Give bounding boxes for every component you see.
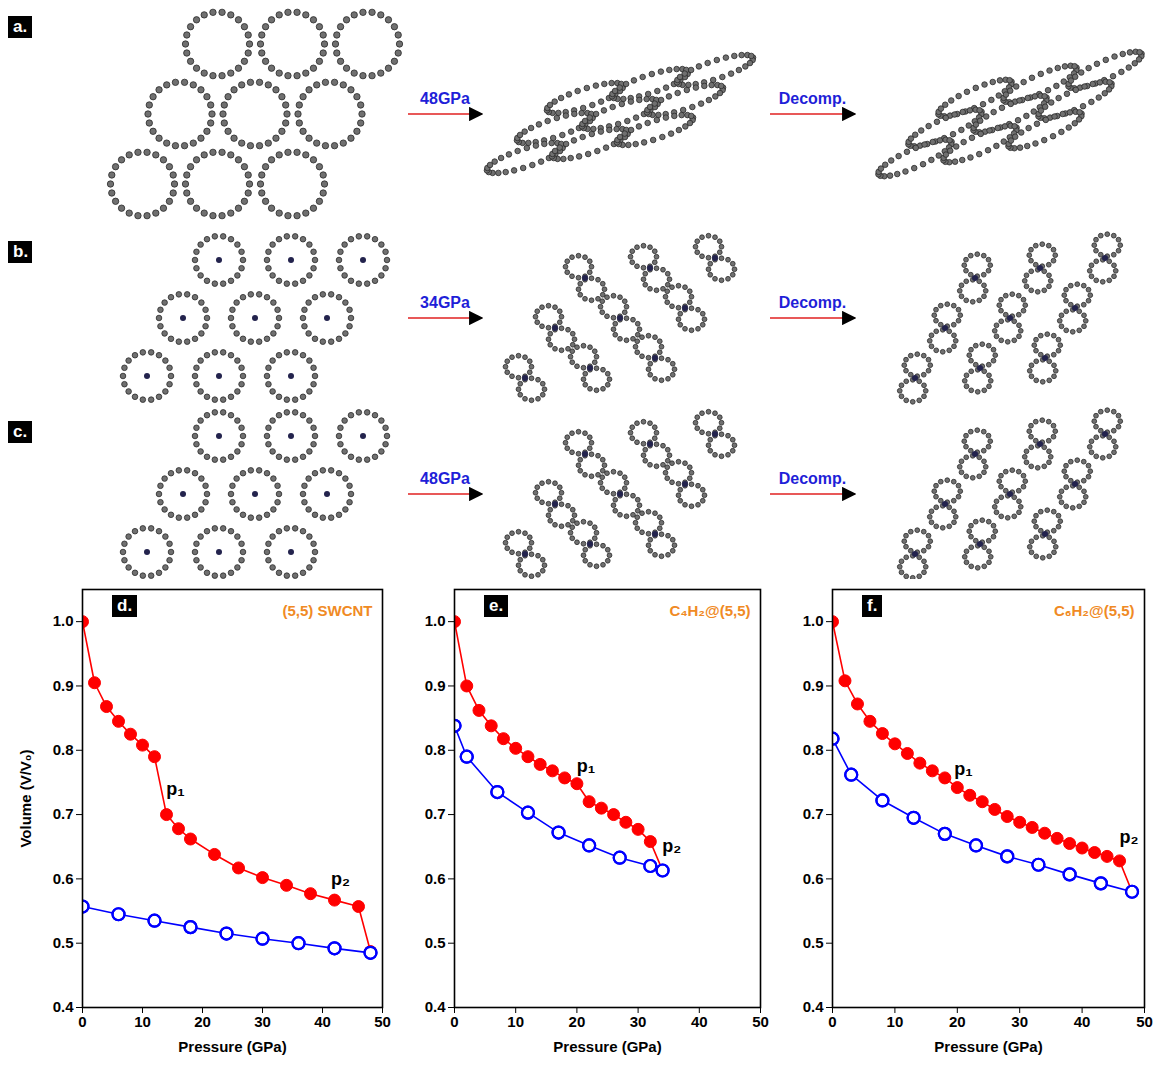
svg-text:0: 0 [78, 1013, 86, 1030]
svg-text:30: 30 [254, 1013, 271, 1030]
svg-text:50: 50 [1136, 1013, 1153, 1030]
svg-text:48GPa: 48GPa [420, 470, 470, 487]
svg-text:p₁: p₁ [577, 756, 595, 776]
svg-text:20: 20 [194, 1013, 211, 1030]
svg-text:0.8: 0.8 [803, 741, 824, 758]
svg-text:1.0: 1.0 [803, 612, 824, 629]
svg-text:40: 40 [1074, 1013, 1091, 1030]
svg-text:(5,5) SWCNT: (5,5) SWCNT [283, 602, 373, 619]
svg-text:0.9: 0.9 [425, 677, 446, 694]
svg-text:Decomp.: Decomp. [779, 90, 847, 107]
svg-text:C₄H₂@(5,5): C₄H₂@(5,5) [670, 602, 751, 619]
svg-text:Volume (V/V₀): Volume (V/V₀) [17, 749, 34, 847]
svg-text:0.7: 0.7 [53, 805, 74, 822]
svg-text:30: 30 [1011, 1013, 1028, 1030]
svg-text:0.7: 0.7 [425, 805, 446, 822]
html-text:f.: f. [867, 596, 878, 615]
svg-text:0.4: 0.4 [53, 998, 75, 1015]
svg-text:0.5: 0.5 [425, 934, 446, 951]
svg-text:10: 10 [134, 1013, 151, 1030]
svg-text:20: 20 [569, 1013, 586, 1030]
svg-text:0.5: 0.5 [803, 934, 824, 951]
svg-text:p₂: p₂ [662, 836, 681, 856]
svg-text:Decomp.: Decomp. [779, 470, 847, 487]
html-text:e.: e. [489, 596, 504, 615]
svg-text:0.9: 0.9 [803, 677, 824, 694]
svg-text:10: 10 [507, 1013, 524, 1030]
html-text:d.: d. [117, 596, 133, 615]
svg-text:0: 0 [450, 1013, 458, 1030]
svg-text:0.7: 0.7 [803, 805, 824, 822]
svg-text:30: 30 [630, 1013, 647, 1030]
svg-text:40: 40 [691, 1013, 708, 1030]
svg-text:0.8: 0.8 [53, 741, 74, 758]
svg-text:20: 20 [949, 1013, 966, 1030]
svg-text:0.6: 0.6 [53, 870, 74, 887]
svg-text:48GPa: 48GPa [420, 90, 470, 107]
svg-text:p₁: p₁ [954, 759, 972, 779]
svg-text:a.: a. [13, 17, 27, 36]
svg-text:0.4: 0.4 [803, 998, 825, 1015]
svg-text:50: 50 [752, 1013, 769, 1030]
svg-text:0.6: 0.6 [803, 870, 824, 887]
svg-text:1.0: 1.0 [425, 612, 446, 629]
svg-text:p₂: p₂ [331, 869, 350, 889]
svg-text:p₁: p₁ [166, 779, 184, 799]
svg-text:C₆H₂@(5,5): C₆H₂@(5,5) [1054, 602, 1135, 619]
svg-text:0.6: 0.6 [425, 870, 446, 887]
svg-text:b.: b. [13, 242, 28, 261]
svg-text:0: 0 [828, 1013, 836, 1030]
svg-text:Pressure (GPa): Pressure (GPa) [178, 1038, 286, 1055]
svg-text:Pressure (GPa): Pressure (GPa) [934, 1038, 1042, 1055]
svg-text:40: 40 [314, 1013, 331, 1030]
svg-text:34GPa: 34GPa [420, 294, 470, 311]
svg-text:10: 10 [887, 1013, 904, 1030]
svg-text:c.: c. [13, 422, 27, 441]
svg-text:Pressure (GPa): Pressure (GPa) [553, 1038, 661, 1055]
svg-text:0.5: 0.5 [53, 934, 74, 951]
svg-text:0.8: 0.8 [425, 741, 446, 758]
svg-text:Decomp.: Decomp. [779, 294, 847, 311]
svg-text:1.0: 1.0 [53, 612, 74, 629]
svg-text:p₂: p₂ [1119, 827, 1138, 847]
svg-text:0.4: 0.4 [425, 998, 447, 1015]
svg-text:0.9: 0.9 [53, 677, 74, 694]
svg-text:50: 50 [374, 1013, 391, 1030]
